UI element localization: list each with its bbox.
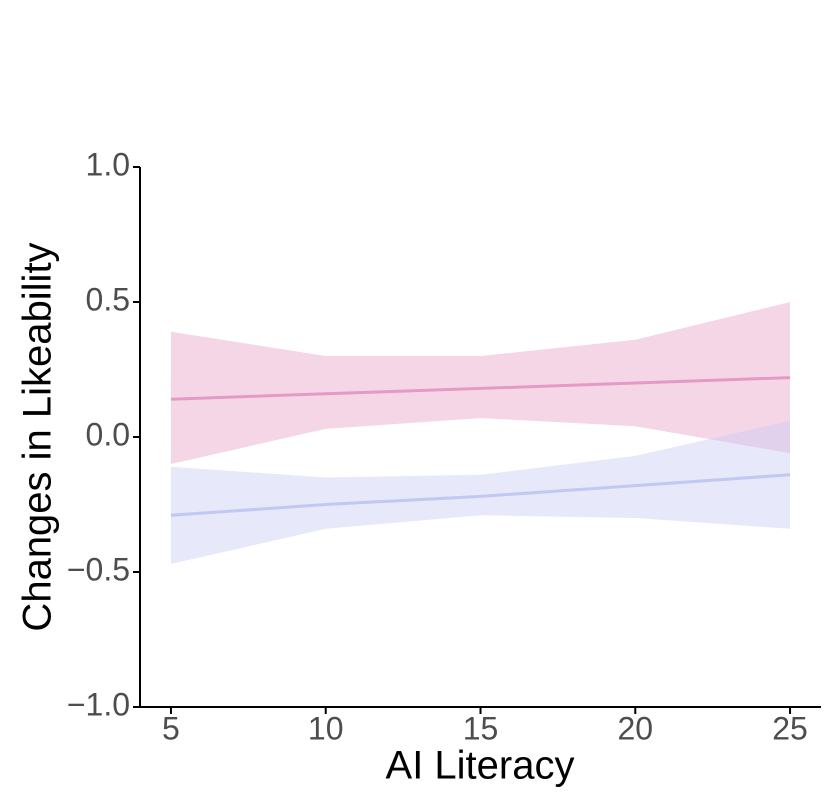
line <box>170 376 791 401</box>
x-tick-label: 15 <box>463 710 499 746</box>
y-tick-label: 1.0 <box>86 146 130 182</box>
y-tick-label: 0.0 <box>86 416 130 452</box>
confidence-band <box>170 420 791 564</box>
y-tick-label: −0.5 <box>67 551 130 587</box>
y-tick-label: 0.5 <box>86 281 130 317</box>
x-tick-label: 20 <box>617 710 653 746</box>
y-axis-title: Changes in Likeability <box>16 242 60 631</box>
x-tick-label: 10 <box>308 710 344 746</box>
confidence-band <box>170 302 791 464</box>
line <box>170 473 791 517</box>
y-tick-label: −1.0 <box>67 686 130 722</box>
x-tick-label: 5 <box>162 710 180 746</box>
x-axis-title: AI Literacy <box>386 744 575 788</box>
x-tick-label: 25 <box>772 710 808 746</box>
